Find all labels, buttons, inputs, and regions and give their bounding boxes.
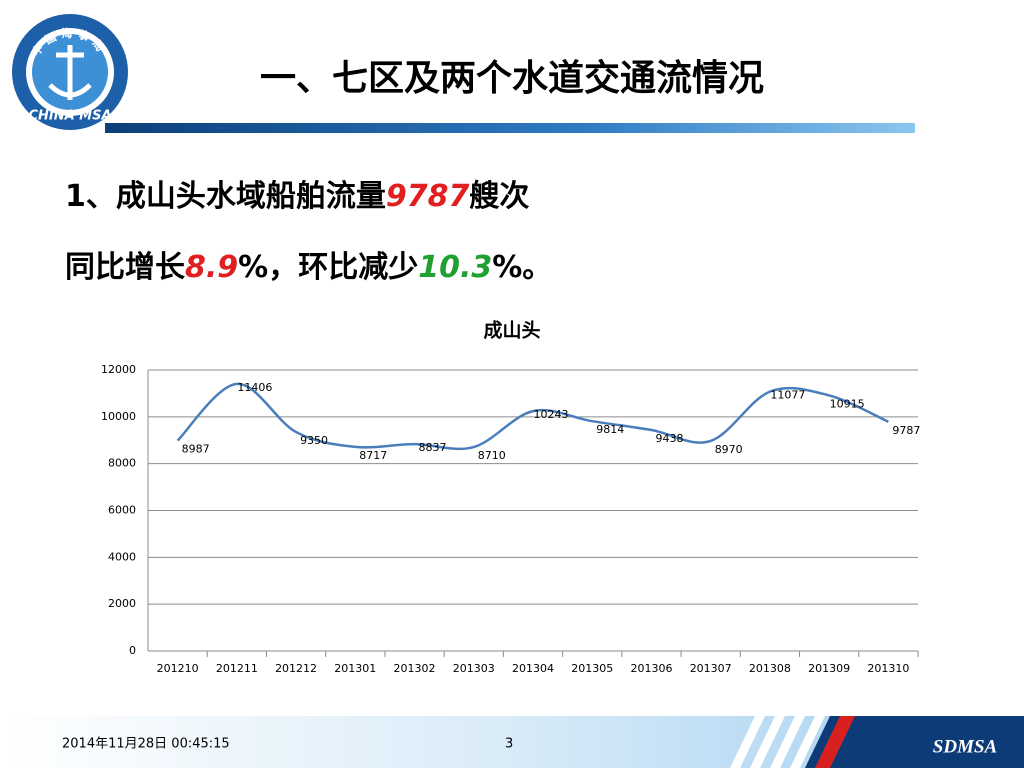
data-label: 8837 <box>419 441 447 454</box>
x-tick-label: 201306 <box>630 662 672 675</box>
x-tick-label: 201212 <box>275 662 317 675</box>
page-number: 3 <box>505 737 513 752</box>
y-tick-label: 0 <box>129 644 136 657</box>
heading-text: %，环比减少 <box>238 250 418 285</box>
x-tick-label: 201210 <box>157 662 199 675</box>
logo: 中国海事局 CHINA MSA <box>12 14 128 130</box>
data-label: 9350 <box>300 434 328 447</box>
x-tick-label: 201309 <box>808 662 850 675</box>
x-tick-label: 201310 <box>867 662 909 675</box>
data-label: 8717 <box>359 449 387 462</box>
data-label: 8710 <box>478 449 506 462</box>
heading-line: 1、成山头水域船舶流量9787艘次 <box>65 179 529 214</box>
data-label: 10243 <box>534 408 569 421</box>
heading-text: %。 <box>492 250 552 285</box>
footer: 2014年11月28日 00:45:15 3 SDMSA <box>0 716 1024 768</box>
data-label: 9787 <box>892 424 920 437</box>
y-tick-label: 12000 <box>101 363 136 376</box>
heading-line: 同比增长8.9%，环比减少10.3%。 <box>65 250 552 285</box>
header-bar <box>105 123 915 133</box>
x-tick-label: 201301 <box>334 662 376 675</box>
heading-text: 艘次 <box>469 179 529 214</box>
slide-title: 一、七区及两个水道交通流情况 <box>260 57 764 99</box>
data-label: 9438 <box>655 432 683 445</box>
data-label: 8970 <box>715 443 743 456</box>
line <box>176 382 889 451</box>
data-label: 10915 <box>830 397 865 410</box>
x-tick-label: 201308 <box>749 662 791 675</box>
x-tick-label: 201307 <box>690 662 732 675</box>
brand: SDMSA <box>933 736 997 757</box>
x-tick-label: 201211 <box>216 662 258 675</box>
highlight-number: 9787 <box>386 179 470 214</box>
x-tick-label: 201302 <box>394 662 436 675</box>
data-label: 11406 <box>237 381 272 394</box>
data-label: 9814 <box>596 423 624 436</box>
heading-text: 同比增长 <box>65 250 185 285</box>
heading-text: 1、成山头水域船舶流量 <box>65 179 386 214</box>
y-tick-label: 4000 <box>108 550 136 563</box>
x-tick-label: 201305 <box>571 662 613 675</box>
y-tick-label: 2000 <box>108 597 136 610</box>
footer-date: 2014年11月28日 00:45:15 <box>62 737 230 752</box>
x-tick-label: 201303 <box>453 662 495 675</box>
logo-bottom-text: CHINA MSA <box>28 109 111 124</box>
y-tick-label: 10000 <box>101 410 136 423</box>
x-tick-label: 201304 <box>512 662 554 675</box>
y-tick-label: 8000 <box>108 457 136 470</box>
y-tick-label: 6000 <box>108 504 136 517</box>
highlight-number: 10.3 <box>418 250 492 285</box>
highlight-number: 8.9 <box>185 250 238 285</box>
chart-title: 成山头 <box>483 319 540 342</box>
data-label: 11077 <box>770 389 805 402</box>
data-label: 8987 <box>182 443 210 456</box>
